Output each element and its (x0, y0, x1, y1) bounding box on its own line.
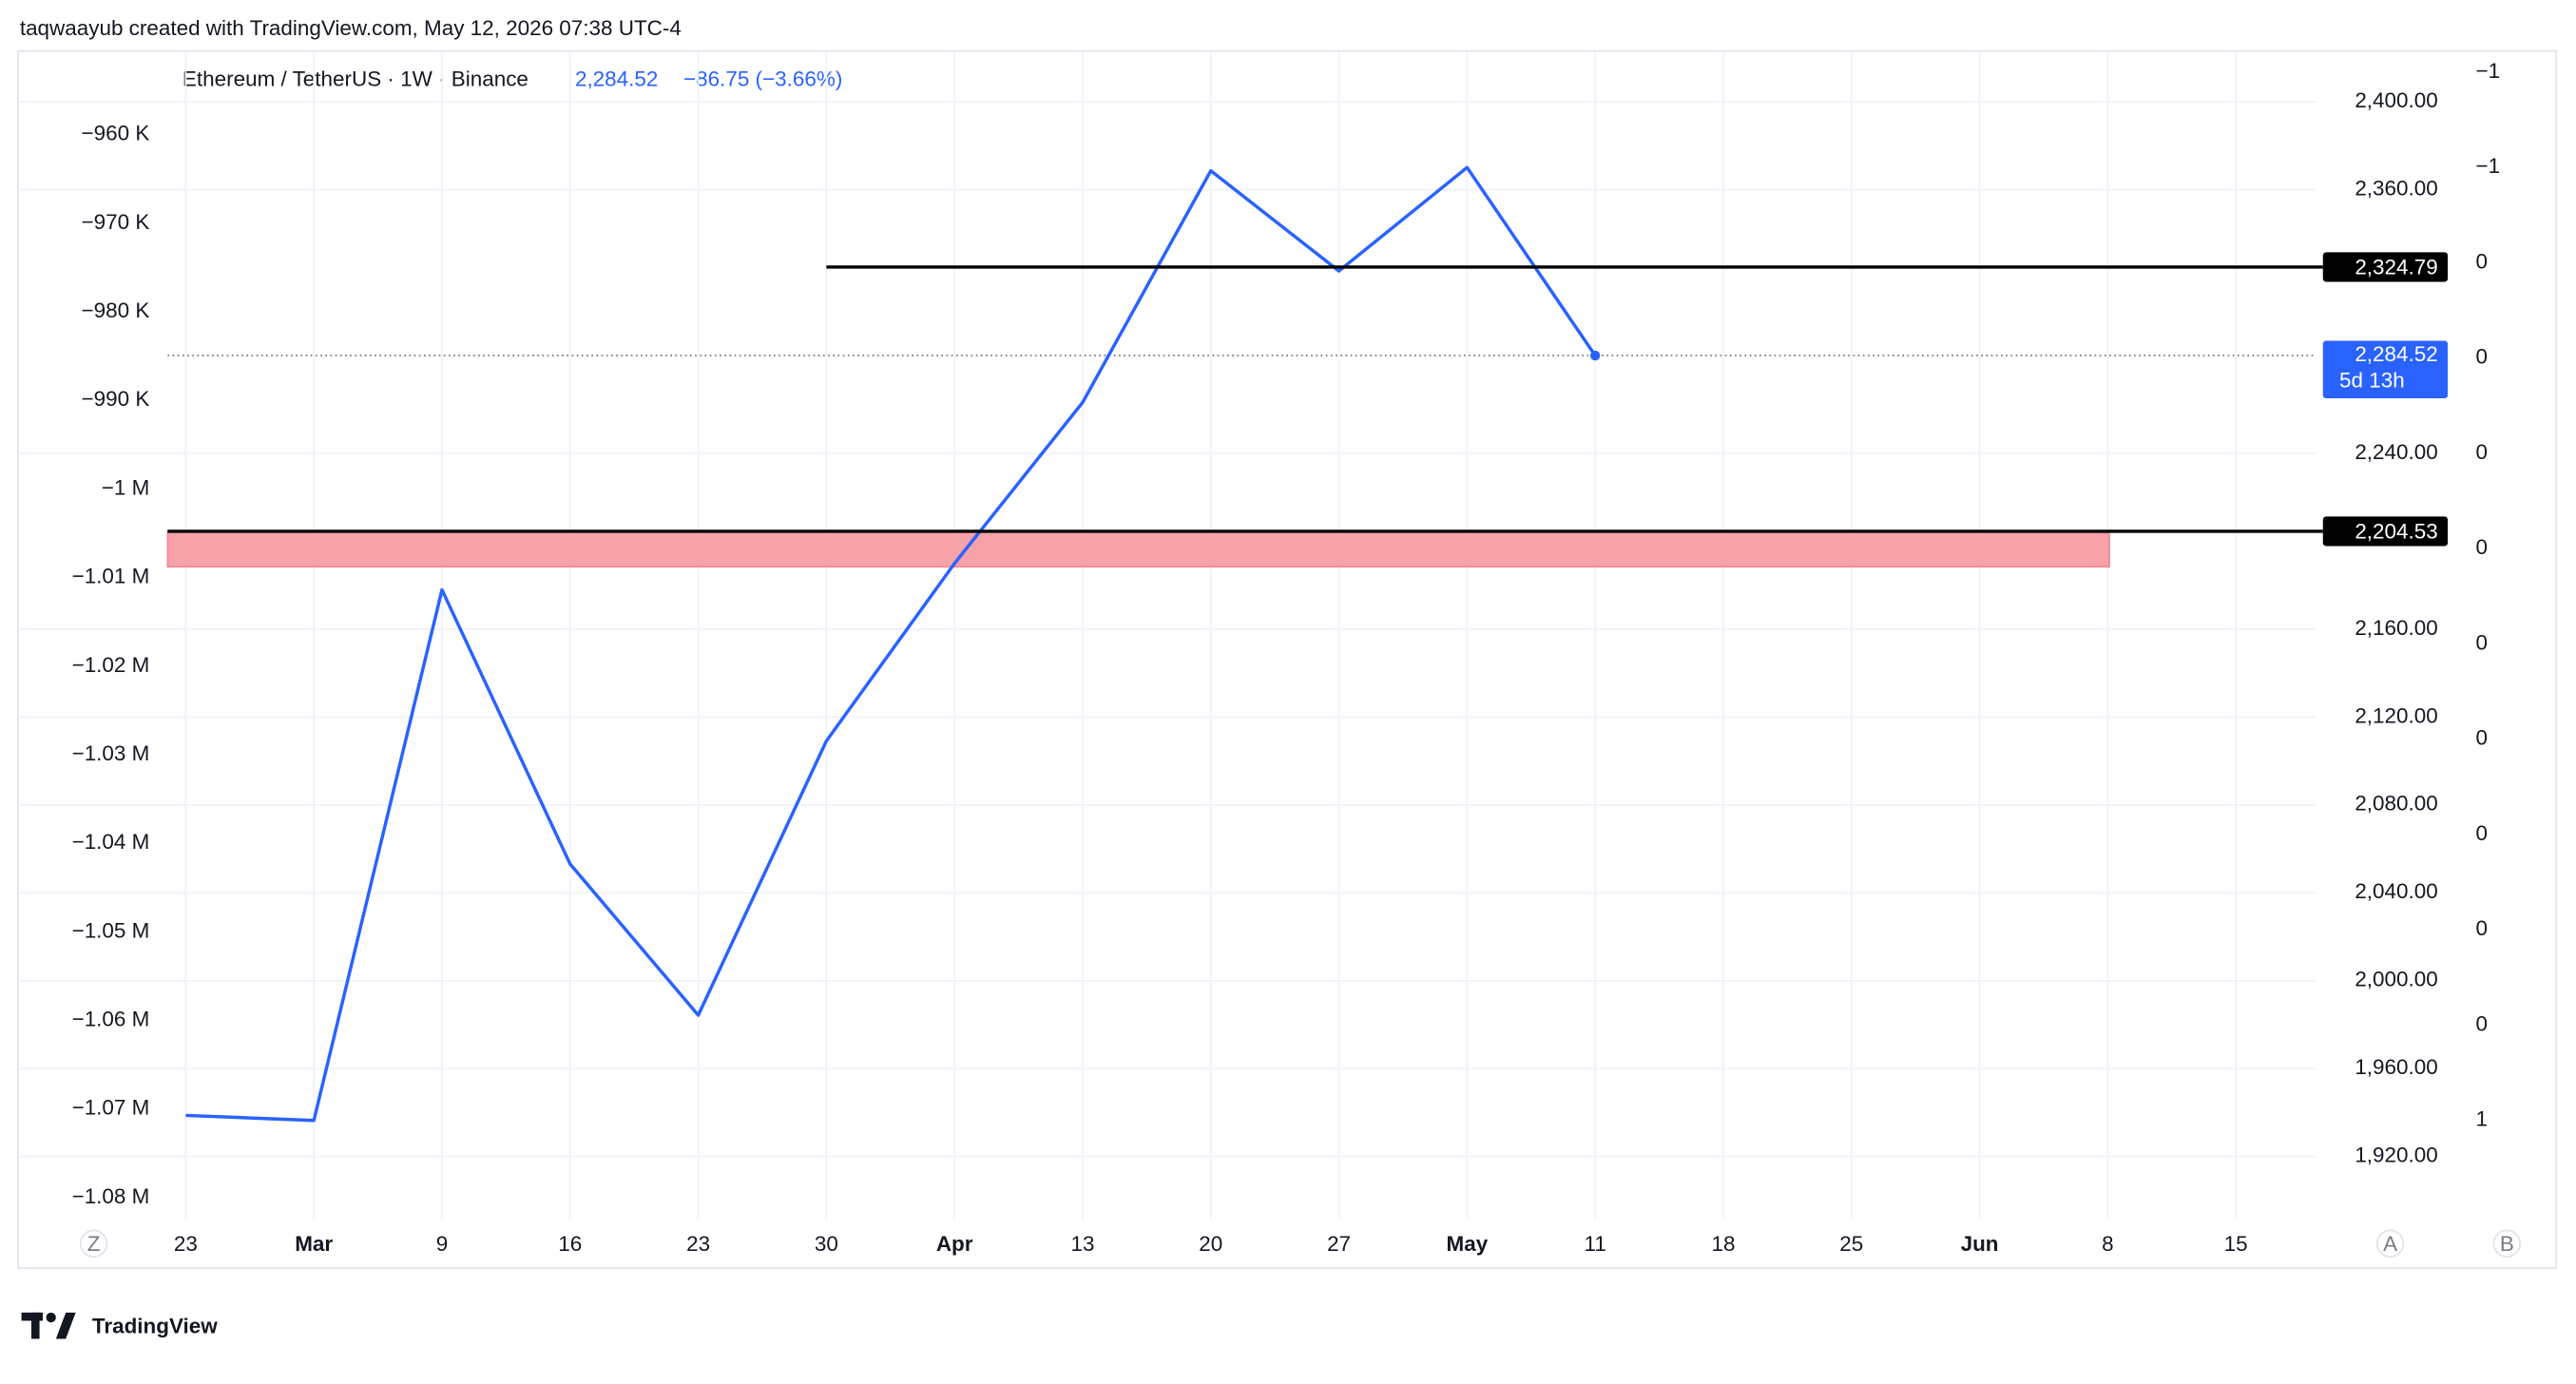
scale-c-label: 0 (2475, 821, 2488, 845)
level-label-box (2322, 252, 2449, 282)
y-tick-label: 2,360.00 (2355, 176, 2437, 200)
price-label-box (2322, 340, 2449, 398)
x-tick-label: Mar (295, 1232, 333, 1256)
x-tick-label: 18 (1711, 1232, 1735, 1256)
logo-text: TradingView (92, 1314, 218, 1337)
countdown-label: 5d 13h (2339, 369, 2405, 393)
y-tick-label: 2,120.00 (2355, 703, 2437, 727)
x-tick-label: Apr (936, 1232, 973, 1256)
scale-c-label: 0 (2475, 630, 2488, 654)
y-tick-label: 2,080.00 (2355, 792, 2437, 816)
y2-tick-label: −1.02 M (72, 653, 150, 677)
scale-c-label: 0 (2475, 535, 2488, 559)
scale-c-label: 0 (2475, 726, 2488, 750)
price-line-series (185, 165, 1597, 1123)
z-label[interactable]: Z (87, 1232, 101, 1256)
x-tick-label: 23 (686, 1232, 710, 1256)
y-tick-label: 1,960.00 (2355, 1055, 2437, 1079)
scale-c-label: 1 (2475, 1107, 2488, 1131)
chart-frame (17, 49, 2558, 1270)
y-tick-label: 2,240.00 (2355, 440, 2437, 464)
y2-tick-label: −1.07 M (72, 1096, 150, 1120)
x-tick-label: 15 (2224, 1232, 2248, 1256)
y-tick-label: 1,920.00 (2355, 1144, 2437, 1167)
y-tick-label: 2,000.00 (2355, 968, 2437, 991)
a-label[interactable]: A (2383, 1232, 2397, 1256)
y2-tick-label: −1 M (102, 475, 150, 499)
y-tick-label: 2,160.00 (2355, 616, 2437, 640)
scale-c-label: −1 (2475, 59, 2500, 83)
level-label: 2,324.79 (2355, 256, 2437, 279)
x-tick-label: 23 (174, 1232, 198, 1256)
y-tick-label: 2,400.00 (2355, 88, 2437, 112)
last-point (1589, 350, 1601, 361)
y2-tick-label: −1.01 M (72, 565, 150, 588)
x-tick-label: 16 (558, 1232, 582, 1256)
scale-c-label: 0 (2475, 440, 2488, 464)
legend-symbol: Ethereum / TetherUS · 1W · Binance (183, 67, 529, 91)
y2-tick-label: −990 K (82, 387, 150, 411)
x-tick-label: 27 (1327, 1232, 1351, 1256)
y-tick-label: 2,040.00 (2355, 879, 2437, 903)
x-tick-label: 13 (1070, 1232, 1094, 1256)
scale-c-label: 0 (2475, 1011, 2488, 1035)
y2-tick-label: −980 K (82, 298, 150, 322)
scale-c-label: 0 (2475, 916, 2488, 940)
plot (166, 165, 2316, 1123)
legend-price: 2,284.52 (575, 67, 658, 91)
header: taqwaayub created with TradingView.com, … (20, 16, 682, 40)
scale-c-label: 0 (2475, 345, 2488, 369)
y2-tick-label: −1.06 M (72, 1008, 150, 1031)
z-button[interactable] (79, 1229, 108, 1258)
y2-tick-label: −1.05 M (72, 918, 150, 942)
legend-change: −86.75 (−3.66%) (683, 67, 842, 91)
zone (166, 530, 2110, 568)
y2-tick-label: −1.04 M (72, 830, 150, 854)
logo-icon (21, 1312, 76, 1339)
level-label-box (2322, 516, 2449, 547)
level-label: 2,204.53 (2355, 520, 2437, 544)
y2-tick-label: −960 K (82, 122, 150, 145)
x-tick-label: 30 (815, 1232, 838, 1256)
x-tick-label: 25 (1839, 1232, 1863, 1256)
y2-tick-label: −970 K (82, 210, 150, 234)
scale-c-label: 0 (2475, 249, 2488, 273)
x-tick-label: 9 (436, 1232, 449, 1256)
grid (19, 52, 2316, 1220)
y2-tick-label: −1.08 M (72, 1184, 150, 1208)
x-tick-label: Jun (1961, 1232, 1999, 1256)
x-tick-label: 11 (1585, 1232, 1606, 1256)
b-label[interactable]: B (2500, 1232, 2514, 1256)
x-tick-label: 8 (2102, 1232, 2114, 1256)
y2-tick-label: −1.03 M (72, 741, 150, 765)
price-label: 2,284.52 (2355, 342, 2437, 366)
a-button[interactable] (2375, 1229, 2405, 1258)
b-button[interactable] (2492, 1229, 2522, 1258)
scale-c-label: −1 (2475, 154, 2500, 178)
x-tick-label: 20 (1199, 1232, 1222, 1256)
x-tick-label: May (1447, 1232, 1489, 1256)
